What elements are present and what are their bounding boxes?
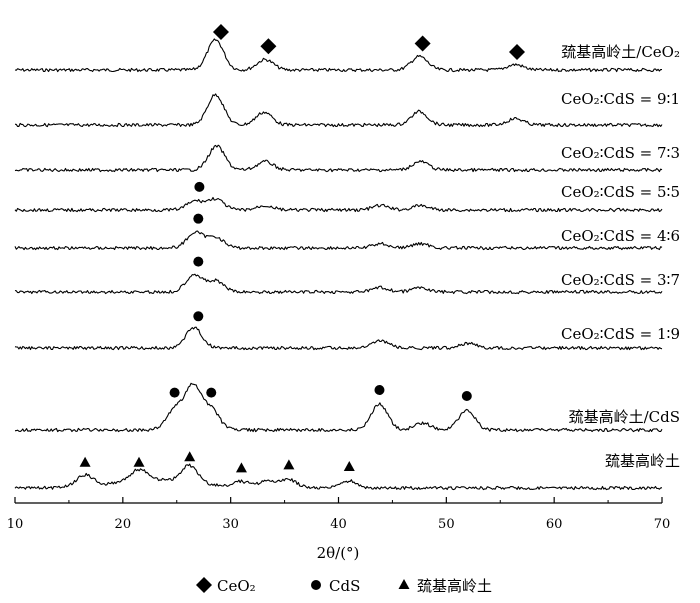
x-tick-label: 20	[115, 517, 132, 532]
xrd-trace	[14, 463, 663, 491]
circle-peak-marker	[194, 181, 205, 192]
x-tick-label: 70	[654, 517, 671, 532]
xrd-trace	[14, 230, 663, 251]
x-tick-label: 50	[438, 517, 455, 532]
traces-layer	[14, 38, 663, 491]
series-label: 巯基高岭土	[605, 452, 680, 470]
xrd-trace	[14, 144, 663, 173]
legend-label: CdS	[329, 577, 360, 595]
x-tick-label: 40	[330, 517, 347, 532]
series-label: CeO₂∶CdS = 5∶5	[561, 183, 680, 201]
series-labels-layer: 巯基高岭土/CeO₂ CeO₂∶CdS = 9∶1 CeO₂∶CdS = 7∶3 Ce…	[509, 43, 680, 470]
diamond-legend-marker	[509, 44, 525, 60]
series-label: CeO₂∶CdS = 9∶1	[561, 90, 680, 108]
xrd-trace	[14, 382, 663, 433]
circle-peak-marker	[206, 387, 217, 398]
x-tick-label: 30	[222, 517, 239, 532]
series-label: CeO₂∶CdS = 7∶3	[561, 144, 680, 162]
triangle-peak-marker	[79, 456, 91, 467]
diamond-peak-marker	[260, 38, 277, 55]
triangle-peak-marker	[133, 456, 145, 467]
diamond-legend-icon	[196, 577, 212, 593]
x-tick-label: 60	[546, 517, 563, 532]
series-label: 巯基高岭土/CdS	[569, 408, 680, 426]
xrd-trace	[14, 196, 663, 213]
diamond-peak-marker	[414, 35, 431, 52]
xrd-trace	[14, 326, 663, 351]
series-label: CeO₂∶CdS = 3∶7	[561, 271, 680, 289]
xrd-trace	[14, 273, 663, 295]
circle-peak-marker	[193, 256, 204, 267]
diamond-peak-marker	[212, 23, 229, 40]
series-label: CeO₂∶CdS = 1∶9	[561, 325, 680, 343]
markers-layer	[79, 23, 472, 473]
legend-label: 巯基高岭土	[417, 577, 492, 595]
triangle-peak-marker	[235, 462, 247, 473]
triangle-peak-marker	[283, 459, 295, 470]
xrd-trace	[14, 93, 663, 128]
circle-peak-marker	[193, 213, 204, 224]
triangle-legend-icon	[398, 579, 410, 589]
x-tick-label: 10	[7, 517, 24, 532]
circle-peak-marker	[169, 387, 180, 398]
circle-peak-marker	[374, 385, 385, 395]
circle-peak-marker	[193, 311, 204, 322]
x-axis: 10 20 30 40 50 60 70	[7, 497, 671, 532]
legend-label: CeO₂	[217, 577, 256, 595]
x-axis-title: 2θ/(°)	[317, 544, 360, 562]
circle-peak-marker	[461, 391, 472, 401]
xrd-trace	[14, 38, 663, 73]
circle-legend-icon	[311, 580, 321, 590]
series-label: 巯基高岭土/CeO₂	[561, 43, 680, 61]
legend: CeO₂ CdS 巯基高岭土	[196, 577, 492, 595]
series-label: CeO₂∶CdS = 4∶6	[561, 227, 680, 245]
triangle-peak-marker	[343, 461, 355, 471]
triangle-peak-marker	[184, 451, 196, 462]
